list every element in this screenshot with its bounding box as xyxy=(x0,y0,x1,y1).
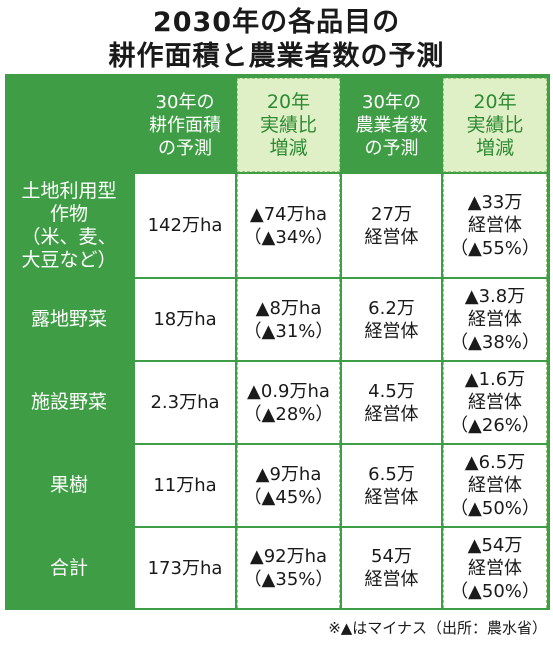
header-farmers-forecast: 30年の 農業者数 の予測 xyxy=(355,91,428,159)
row-label-greenhouse-vegetables: 施設野菜 xyxy=(30,391,107,413)
cell-farmers-change: ▲33万 経営体 （▲55%） xyxy=(443,174,547,277)
cell-area-change: ▲74万ha （▲34%） xyxy=(237,174,340,277)
forecast-table: 30年の 耕作面積 の予測 20年 実績比 増減 30年の 農業者数 の予測 2… xyxy=(5,74,550,610)
cell-area-change: ▲92万ha （▲35%） xyxy=(237,528,340,608)
header-area-forecast: 30年の 耕作面積 の予測 xyxy=(149,91,221,159)
cell-farmers: 6.2万 経営体 xyxy=(342,279,441,360)
title-line-2: 耕作面積と農業者数の予測 xyxy=(108,41,445,72)
cell-area-change: ▲8万ha （▲31%） xyxy=(237,279,340,360)
cell-area: 11万ha xyxy=(135,445,235,526)
cell-area: 18万ha xyxy=(135,279,235,360)
row-label-fruit-trees: 果樹 xyxy=(49,474,88,496)
cell-farmers: 4.5万 経営体 xyxy=(342,362,441,443)
cell-farmers-change: ▲54万 経営体 （▲50%） xyxy=(443,528,547,608)
cell-area: 2.3万ha xyxy=(135,362,235,443)
cell-farmers-change: ▲3.8万 経営体 （▲38%） xyxy=(443,279,547,360)
header-area-change: 20年 実績比 増減 xyxy=(237,78,340,172)
title-line-1: 2030年の各品目の xyxy=(152,7,401,38)
cell-farmers: 54万 経営体 xyxy=(342,528,441,608)
cell-area-change: ▲0.9万ha （▲28%） xyxy=(237,362,340,443)
cell-farmers-change: ▲1.6万 経営体 （▲26%） xyxy=(443,362,547,443)
cell-farmers: 6.5万 経営体 xyxy=(342,445,441,526)
cell-area: 142万ha xyxy=(135,174,235,277)
source-note: ※▲はマイナス（出所：農水省） xyxy=(328,619,547,637)
row-label-total: 合計 xyxy=(49,556,88,579)
cell-farmers: 27万 経営体 xyxy=(342,174,441,277)
header-farmers-change: 20年 実績比 増減 xyxy=(443,78,547,172)
row-label-field-vegetables: 露地野菜 xyxy=(30,308,107,330)
chart-title: 2030年の各品目の 耕作面積と農業者数の予測 xyxy=(0,6,553,74)
row-label-land-use-crops: 土地利用型 作物 （米、麦、 大豆など） xyxy=(21,179,117,271)
cell-area-change: ▲9万ha （▲45%） xyxy=(237,445,340,526)
cell-farmers-change: ▲6.5万 経営体 （▲50%） xyxy=(443,445,547,526)
cell-area: 173万ha xyxy=(135,528,235,608)
